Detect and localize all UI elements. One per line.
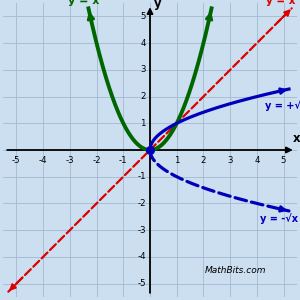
Text: x: x [293,132,300,145]
Text: -4: -4 [137,252,146,261]
Text: -5: -5 [137,279,146,288]
Text: y: y [154,0,162,10]
Text: -2: -2 [92,156,101,165]
Text: -2: -2 [137,199,146,208]
Text: -5: -5 [12,156,21,165]
Text: -3: -3 [137,226,146,235]
Text: -1: -1 [137,172,146,181]
Text: -4: -4 [39,156,47,165]
Text: MathBits.com: MathBits.com [205,266,266,275]
Text: 4: 4 [140,39,146,48]
Text: 2: 2 [140,92,146,101]
Text: 1: 1 [140,119,146,128]
Text: -1: -1 [119,156,128,165]
Text: 1: 1 [174,156,179,165]
Text: y = x²: y = x² [68,0,104,6]
Text: 5: 5 [140,12,146,21]
Text: 4: 4 [254,156,260,165]
Text: y = -√x: y = -√x [260,213,298,224]
Text: -3: -3 [65,156,74,165]
Text: 2: 2 [201,156,206,165]
Text: 3: 3 [227,156,233,165]
Text: 5: 5 [281,156,286,165]
Text: y = x: y = x [266,0,296,6]
Text: 3: 3 [140,65,146,74]
Text: y = +√x: y = +√x [265,100,300,111]
